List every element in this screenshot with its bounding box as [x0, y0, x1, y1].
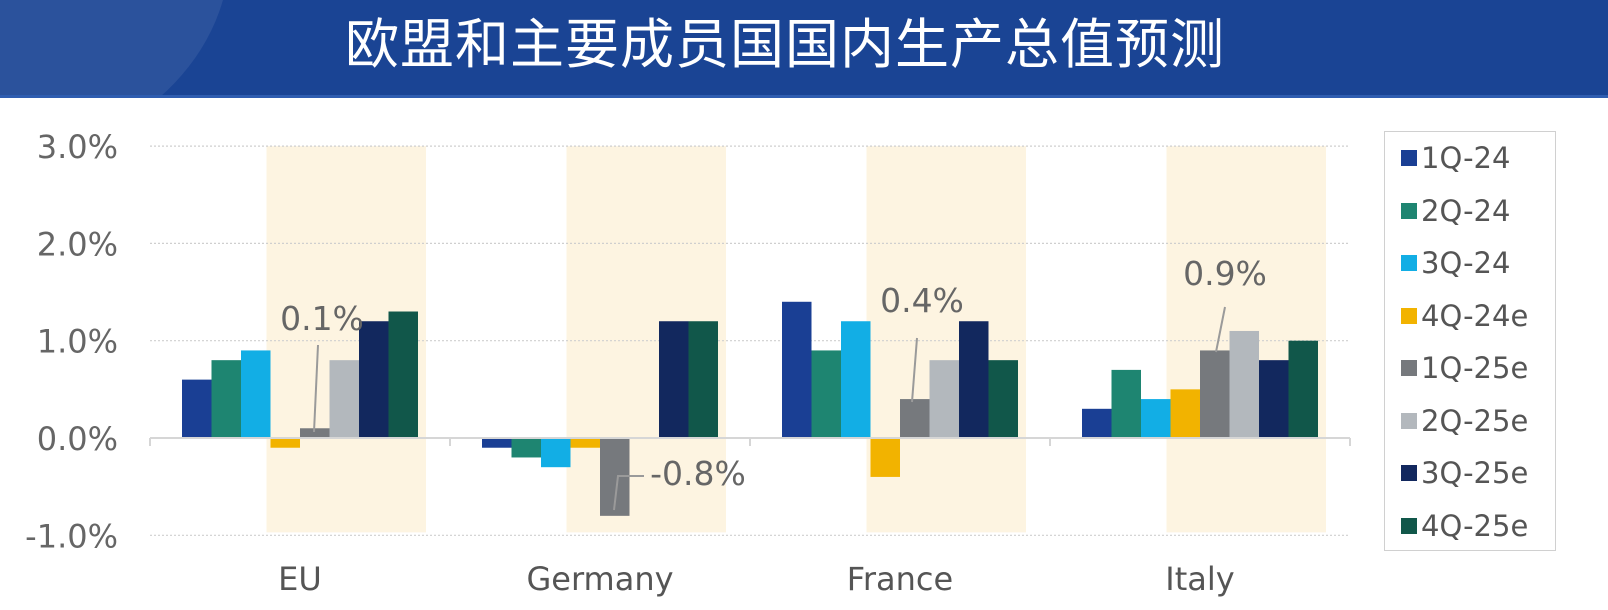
- bar-germany-4q-25e: [688, 321, 718, 438]
- legend-item: 1Q-24: [1401, 138, 1510, 178]
- x-category-label: France: [847, 560, 953, 598]
- data-annotation: -0.8%: [650, 454, 746, 493]
- legend-swatch-icon: [1401, 360, 1417, 376]
- bar-france-1q-25e: [900, 399, 930, 438]
- bar-eu-4q-24e: [270, 438, 300, 448]
- legend-item: 2Q-24: [1401, 191, 1510, 231]
- bar-germany-4q-24e: [570, 438, 600, 448]
- legend-item: 1Q-25e: [1401, 348, 1528, 388]
- legend-swatch-icon: [1401, 150, 1417, 166]
- bar-france-3q-24: [841, 321, 871, 438]
- bar-eu-3q-25e: [359, 321, 389, 438]
- legend-label: 2Q-25e: [1421, 403, 1529, 438]
- legend-item: 4Q-24e: [1401, 296, 1528, 336]
- bar-italy-1q-25e: [1200, 350, 1230, 438]
- bar-italy-4q-24e: [1170, 389, 1200, 438]
- bar-italy-3q-24: [1141, 399, 1171, 438]
- data-annotation: 0.1%: [280, 299, 364, 338]
- bar-france-4q-25e: [988, 360, 1018, 438]
- bar-italy-3q-25e: [1259, 360, 1289, 438]
- bar-eu-1q-24: [182, 379, 212, 438]
- bar-italy-2q-25e: [1229, 330, 1259, 438]
- bar-germany-3q-24: [541, 438, 571, 468]
- bar-italy-4q-25e: [1288, 340, 1318, 438]
- annotation-leader-line: [911, 337, 918, 403]
- legend-item: 4Q-25e: [1401, 506, 1528, 546]
- bar-france-3q-25e: [959, 321, 989, 438]
- bar-france-4q-24e: [870, 438, 900, 477]
- annotation-leader-line: [1215, 306, 1226, 353]
- legend-label: 4Q-24e: [1421, 298, 1529, 333]
- bar-france-1q-24: [782, 301, 812, 438]
- legend-swatch-icon: [1401, 255, 1417, 271]
- data-annotation: 0.9%: [1183, 254, 1267, 293]
- annotation-leader-line: [613, 475, 644, 511]
- title-banner: 欧盟和主要成员国国内生产总值预测: [0, 0, 1608, 98]
- chart-canvas: 3.0% 2.0% 1.0% 0.0% -1.0% EU Germany France Ital…: [25, 128, 1351, 598]
- y-tick-label: 3.0%: [37, 128, 118, 166]
- header-divider: [0, 95, 1608, 98]
- bar-italy-1q-24: [1082, 408, 1112, 438]
- y-tick-label: 1.0%: [37, 323, 118, 361]
- legend-item: 2Q-25e: [1401, 401, 1528, 441]
- bar-germany-1q-24: [482, 438, 512, 448]
- y-tick-label: 0.0%: [37, 420, 118, 458]
- x-category-label: EU: [278, 560, 322, 598]
- legend-label: 1Q-25e: [1421, 351, 1529, 385]
- bar-eu-2q-25e: [329, 360, 359, 438]
- bar-eu-4q-25e: [388, 311, 418, 438]
- bar-france-2q-24: [811, 350, 841, 438]
- x-category-label: Italy: [1165, 560, 1234, 598]
- legend-label: 2Q-24: [1421, 193, 1511, 228]
- legend-label: 3Q-24: [1421, 246, 1511, 280]
- bar-france-2q-25e: [929, 360, 959, 438]
- annotation-leader-line: [313, 344, 319, 433]
- legend-swatch-icon: [1401, 412, 1417, 429]
- bar-germany-2q-24: [511, 438, 541, 458]
- legend-swatch-icon: [1401, 307, 1417, 324]
- bar-eu-2q-24: [211, 360, 241, 438]
- y-tick-label: -1.0%: [25, 517, 118, 555]
- legend-label: 1Q-24: [1421, 141, 1511, 175]
- legend-label: 4Q-25e: [1421, 508, 1529, 543]
- legend-swatch-icon: [1401, 465, 1417, 481]
- bar-germany-3q-25e: [659, 321, 689, 438]
- chart-legend: 1Q-24 2Q-24 3Q-24 4Q-24e 1Q-25e 2Q-25e 3Q-25e 4…: [1384, 131, 1556, 551]
- legend-swatch-icon: [1401, 517, 1417, 534]
- x-category-label: Germany: [526, 560, 673, 598]
- legend-item: 3Q-24: [1401, 243, 1510, 283]
- bar-eu-1q-25e: [300, 428, 330, 438]
- y-tick-label: 2.0%: [37, 225, 118, 263]
- bar-eu-3q-24: [241, 350, 271, 438]
- page-title: 欧盟和主要成员国国内生产总值预测: [345, 13, 1225, 76]
- legend-item: 3Q-25e: [1401, 453, 1528, 493]
- data-annotation: 0.4%: [880, 281, 964, 320]
- legend-label: 3Q-25e: [1421, 456, 1529, 490]
- bar-chart: 3.0% 2.0% 1.0% 0.0% -1.0% EU Germany France Ital…: [0, 98, 1608, 606]
- bar-italy-2q-24: [1111, 369, 1141, 438]
- legend-swatch-icon: [1401, 202, 1417, 219]
